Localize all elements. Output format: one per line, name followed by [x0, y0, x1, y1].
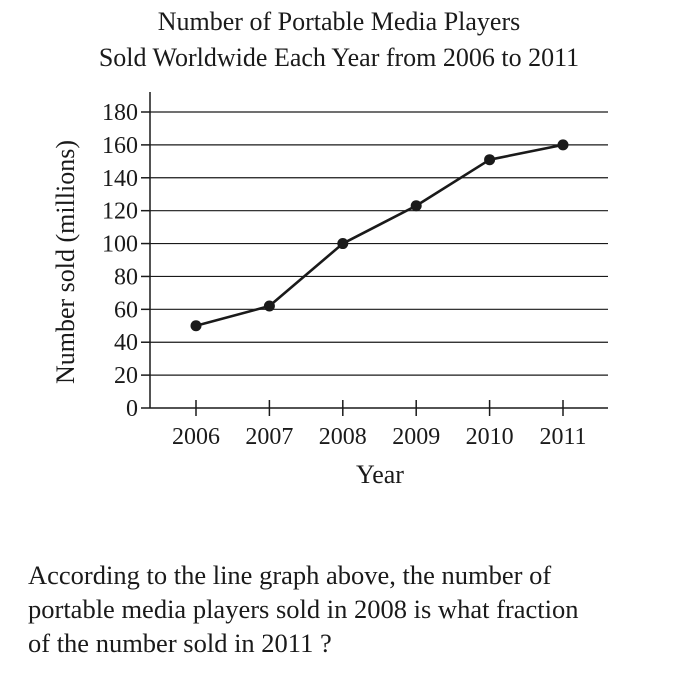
series-line — [195, 143, 564, 328]
question-line: of the number sold in 2011 ? — [28, 628, 332, 658]
y-tick-label: 40 — [114, 330, 138, 356]
x-tick-label: 2008 — [319, 424, 367, 450]
y-tick-label: 140 — [102, 166, 138, 192]
question-text: According to the line graph above, the n… — [28, 558, 658, 660]
x-axis-label: Year — [356, 460, 404, 489]
question-line: portable media players sold in 2008 is w… — [28, 594, 579, 624]
x-tick-label: 2009 — [392, 424, 440, 450]
x-tick-label: 2006 — [172, 424, 220, 450]
y-tick-label: 180 — [102, 100, 138, 126]
x-tick-label: 2011 — [539, 424, 586, 450]
y-ticks: 0 20 40 60 80 100 120 140 160 180 — [102, 100, 150, 422]
data-point — [410, 200, 422, 212]
question-line: According to the line graph above, the n… — [28, 560, 552, 590]
y-tick-label: 100 — [102, 232, 138, 258]
y-axis-label: Number sold (millions) — [51, 140, 80, 384]
x-tick-label: 2007 — [245, 424, 293, 450]
y-tick-label: 120 — [102, 199, 138, 225]
data-point — [557, 139, 569, 151]
y-tick-label: 60 — [114, 297, 138, 323]
y-tick-label: 20 — [114, 363, 138, 389]
data-point — [263, 300, 275, 312]
chart-title-line-2: Sold Worldwide Each Year from 2006 to 20… — [98, 43, 580, 72]
x-ticks: 2006 2007 2008 2009 2010 2011 — [172, 400, 587, 450]
data-series — [190, 139, 569, 332]
x-tick-label: 2010 — [466, 424, 514, 450]
data-point — [484, 154, 496, 166]
y-tick-label: 0 — [126, 396, 138, 422]
chart-title-line-1: Number of Portable Media Players — [157, 7, 521, 36]
axes — [149, 92, 608, 409]
data-point — [190, 320, 202, 332]
y-tick-label: 160 — [102, 133, 138, 159]
gridlines — [150, 111, 608, 376]
y-tick-label: 80 — [114, 264, 138, 290]
data-point — [337, 238, 349, 250]
